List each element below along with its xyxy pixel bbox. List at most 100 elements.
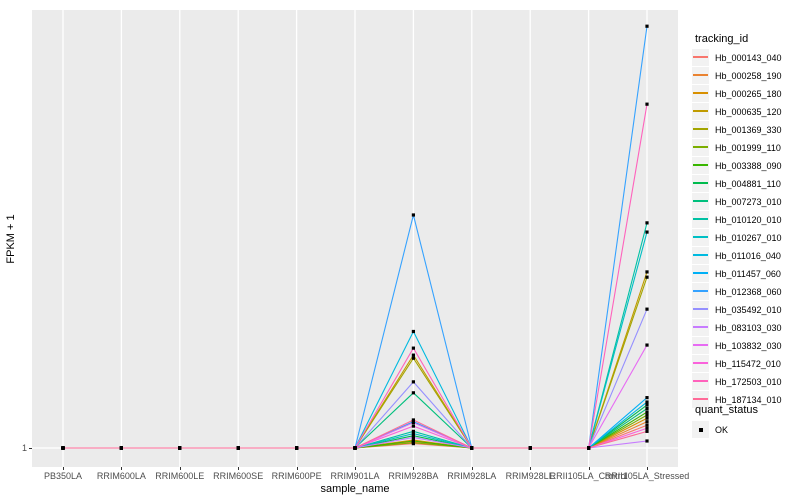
data-point xyxy=(411,429,415,433)
legend-key-line xyxy=(693,146,708,148)
x-tick-label-RRII105LA_Stressed: RRII105LA_Stressed xyxy=(604,471,690,481)
y-tick-mark xyxy=(29,447,32,449)
legend-key-line xyxy=(693,236,708,238)
x-tick-label-PB350LA: PB350LA xyxy=(43,471,83,481)
legend-key-line xyxy=(693,182,708,184)
data-point xyxy=(645,343,649,347)
x-tick-mark xyxy=(647,467,648,470)
data-point xyxy=(645,396,649,400)
x-tick-mark xyxy=(238,467,240,470)
data-point xyxy=(411,439,415,443)
legend-item-label: Hb_000258_190 xyxy=(715,70,782,81)
legend-item-label: Hb_035492_010 xyxy=(715,304,782,315)
x-tick-label-RRIM928LE: RRIM928LE xyxy=(505,471,555,481)
x-tick-mark xyxy=(63,467,64,470)
legend-key-swatch xyxy=(692,354,709,372)
legend-key-swatch xyxy=(692,210,709,228)
legend-key-swatch xyxy=(692,66,709,84)
legend-key-swatch xyxy=(692,390,709,408)
legend-key-swatch xyxy=(692,120,709,138)
legend-key-line xyxy=(693,398,708,400)
legend-key-swatch xyxy=(692,282,709,300)
data-point xyxy=(645,221,649,225)
data-point xyxy=(353,446,357,450)
legend-key-swatch xyxy=(692,318,709,336)
legend-key-line xyxy=(693,308,708,310)
legend-item-label: Hb_001999_110 xyxy=(715,142,781,153)
data-point xyxy=(61,446,65,450)
legend-key-swatch xyxy=(692,228,709,246)
data-point xyxy=(528,446,532,450)
data-point xyxy=(645,24,649,28)
data-point xyxy=(645,423,649,427)
legend-item-label: Hb_010120_010 xyxy=(715,214,782,225)
data-point xyxy=(411,380,415,384)
data-point xyxy=(236,446,240,450)
data-point xyxy=(411,431,415,436)
x-tick-mark xyxy=(121,467,123,470)
data-point xyxy=(411,435,415,440)
legend-key-line xyxy=(693,128,708,130)
legend-key-swatch xyxy=(692,372,709,390)
x-tick-label-RRIM600PE: RRIM600PE xyxy=(271,471,322,481)
data-point xyxy=(645,230,649,234)
y-tick-label-1: 1 xyxy=(21,443,27,453)
legend-item-label: Hb_010267_010 xyxy=(715,232,782,243)
legend-item-label: Hb_012368_060 xyxy=(715,286,782,297)
legend-key-swatch xyxy=(692,264,709,282)
legend-key-line xyxy=(693,380,708,382)
x-tick-mark xyxy=(471,467,473,470)
legend-key-line xyxy=(693,362,708,364)
legend-key-line xyxy=(693,56,708,58)
data-point xyxy=(411,213,415,217)
legend-key-swatch xyxy=(692,246,709,264)
legend-item-label: Hb_000635_120 xyxy=(715,106,782,117)
legend-key-line xyxy=(693,344,708,346)
data-point xyxy=(645,439,649,443)
legend-item-label: Hb_007273_010 xyxy=(715,196,782,207)
x-tick-mark xyxy=(413,467,415,470)
data-point xyxy=(645,307,649,311)
legend-key-line xyxy=(693,326,708,328)
legend-key-swatch xyxy=(692,192,709,210)
legend-key-line xyxy=(693,74,708,76)
legend-key-line xyxy=(693,290,708,292)
legend-key-swatch xyxy=(692,84,709,102)
plot-panel xyxy=(32,10,678,467)
data-point xyxy=(587,446,591,450)
data-point xyxy=(645,429,649,433)
legend-key-swatch xyxy=(692,300,709,318)
legend-item-label: Hb_115472_010 xyxy=(715,358,781,369)
legend-title-tracking-id: tracking_id xyxy=(695,33,749,45)
legend-item-label: Hb_004881_110 xyxy=(715,178,781,189)
legend-item-label: Hb_172503_010 xyxy=(715,376,782,387)
legend-key-swatch xyxy=(692,336,709,354)
data-point xyxy=(411,441,415,445)
x-tick-label-RRIM901LA: RRIM901LA xyxy=(330,471,380,481)
x-tick-label-RRIM600LE: RRIM600LE xyxy=(155,471,205,481)
data-point xyxy=(645,403,649,407)
legend: tracking_id Hb_000143_040 Hb_000258_190 Hb… xyxy=(690,0,800,500)
x-tick-mark xyxy=(296,467,298,470)
data-point xyxy=(411,420,415,425)
data-point xyxy=(411,353,415,357)
legend-title-quant-status: quant_status xyxy=(695,404,758,416)
legend-item-label: OK xyxy=(715,425,729,435)
x-tick-mark xyxy=(530,467,532,470)
legend-key-swatch xyxy=(692,48,709,66)
x-tick-label-RRIM600LA: RRIM600LA xyxy=(96,471,146,481)
legend-key-swatch xyxy=(692,174,709,192)
data-point xyxy=(645,420,649,424)
legend-item-label: Hb_187134_010 xyxy=(715,394,782,405)
data-point xyxy=(178,446,182,450)
ok-square-icon xyxy=(698,427,703,432)
data-point xyxy=(645,413,649,417)
legend-key-line xyxy=(693,218,708,220)
x-tick-label-RRIM600SE: RRIM600SE xyxy=(213,471,264,481)
legend-key-line xyxy=(693,200,708,202)
legend-key-line xyxy=(693,272,708,274)
legend-item-label: Hb_001369_330 xyxy=(715,124,782,135)
data-point xyxy=(645,270,649,274)
data-point xyxy=(411,434,415,438)
